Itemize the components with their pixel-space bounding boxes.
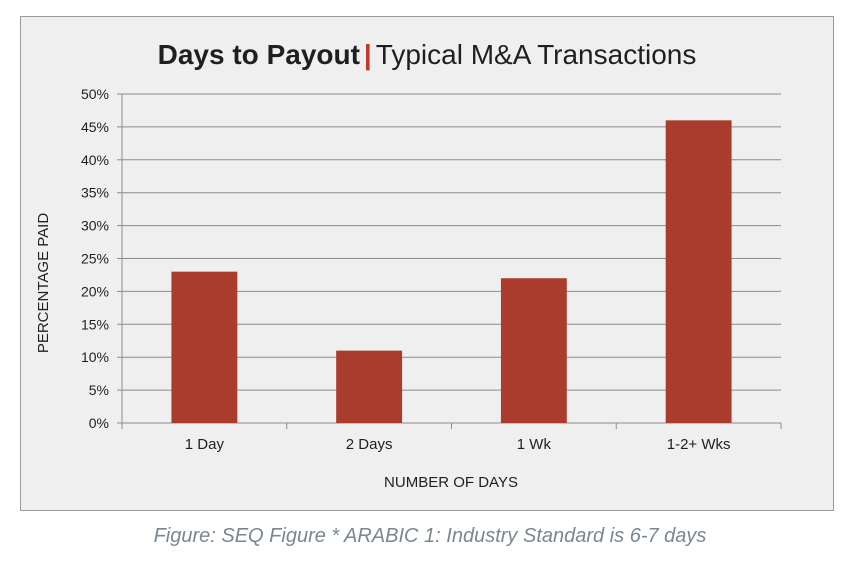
y-tick-label: 35% <box>81 185 109 201</box>
bar-2-days <box>336 350 403 423</box>
bar-1-2-wks <box>665 120 732 423</box>
bar-1-wk <box>500 278 567 423</box>
x-tick-label: 1 Wk <box>517 436 552 453</box>
figure-caption: Figure: SEQ Figure * ARABIC 1: Industry … <box>153 525 707 547</box>
x-axis-label: NUMBER OF DAYS <box>384 474 518 491</box>
chart-title-main: Days to Payout <box>157 39 360 70</box>
y-tick-label: 10% <box>81 349 109 365</box>
chart-title: Days to Payout | Typical M&A Transactions <box>21 39 833 71</box>
y-tick-label: 30% <box>81 218 109 234</box>
x-tick-label: 2 Days <box>346 436 393 453</box>
y-tick-label: 25% <box>81 251 109 267</box>
bar-chart-plot: 0% 5% 10% 15% 20% 25% 30% 35% 40% 45% 50% 1 Day 2 Da… <box>35 86 782 491</box>
y-tick-label: 5% <box>89 382 109 398</box>
y-tick-label: 45% <box>81 119 109 135</box>
chart-subtitle: Typical M&A Transactions <box>375 39 697 70</box>
chart-title-separator: | <box>363 39 372 70</box>
x-tick-label: 1-2+ Wks <box>667 436 731 453</box>
y-tick-label: 40% <box>81 152 109 168</box>
y-tick-label: 0% <box>89 415 109 431</box>
chart-frame: Days to Payout | Typical M&A Transactions … <box>20 16 834 511</box>
y-tick-label: 50% <box>81 86 109 102</box>
y-tick-label: 15% <box>81 316 109 332</box>
bar-1-day <box>171 271 238 423</box>
x-tick-label: 1 Day <box>185 436 225 453</box>
y-axis-label: PERCENTAGE PAID <box>35 213 52 353</box>
y-tick-label: 20% <box>81 283 109 299</box>
